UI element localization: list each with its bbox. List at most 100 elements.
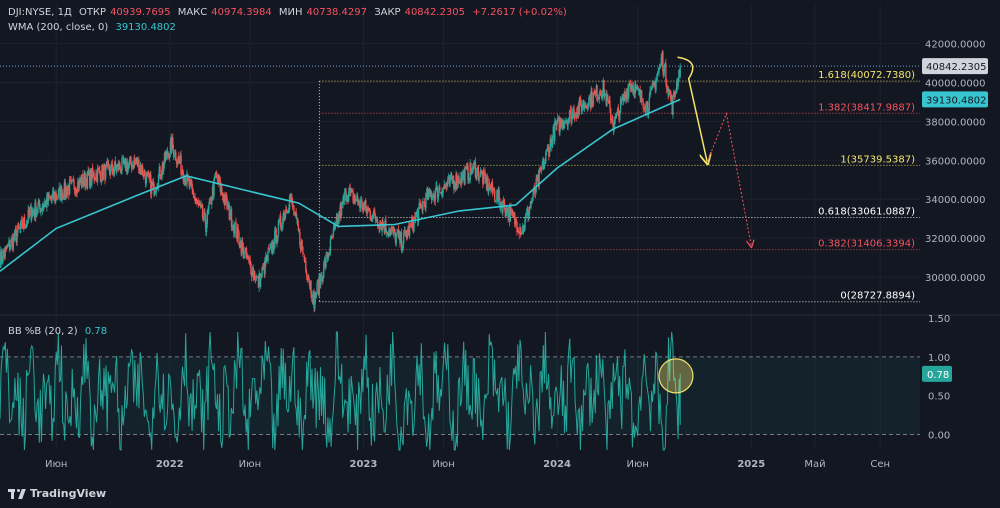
time-tick-label: Июн bbox=[239, 459, 261, 470]
candle-body bbox=[181, 169, 183, 174]
candle-body bbox=[268, 248, 271, 250]
candle-body bbox=[41, 208, 43, 210]
candle-body bbox=[564, 121, 566, 124]
candle-body bbox=[555, 124, 557, 126]
candle-body bbox=[453, 184, 456, 191]
candle-body bbox=[168, 153, 171, 158]
candle-body bbox=[170, 137, 173, 151]
projection-path-scenario[interactable] bbox=[706, 111, 751, 246]
highlight-circle bbox=[658, 358, 694, 394]
candle-body bbox=[17, 224, 20, 229]
candle-body bbox=[113, 170, 115, 174]
candle-body bbox=[650, 89, 652, 91]
candle-body bbox=[270, 242, 272, 244]
candle-body bbox=[234, 221, 236, 223]
candle-body bbox=[337, 218, 339, 225]
candle-body bbox=[664, 64, 666, 66]
candle-body bbox=[301, 240, 303, 246]
candle-body bbox=[562, 122, 564, 131]
candle-body bbox=[17, 225, 19, 234]
candle-body bbox=[565, 121, 567, 123]
candle-body bbox=[389, 229, 391, 237]
candle-body bbox=[499, 198, 501, 208]
candle-body bbox=[173, 156, 176, 158]
candle-body bbox=[586, 106, 589, 110]
candle-body bbox=[271, 243, 273, 253]
candle-body bbox=[2, 251, 4, 262]
candle-body bbox=[352, 191, 354, 203]
candle-body bbox=[279, 215, 282, 227]
candle-body bbox=[470, 171, 473, 175]
close-value: 40842.2305 bbox=[404, 7, 466, 18]
candle-body bbox=[635, 83, 637, 90]
candle-body bbox=[233, 223, 236, 235]
candle-body bbox=[82, 173, 84, 186]
candle-body bbox=[179, 156, 181, 163]
candle-body bbox=[263, 262, 266, 274]
candle-body bbox=[456, 183, 459, 185]
candle-body bbox=[71, 179, 74, 181]
candle-body bbox=[258, 273, 260, 288]
candle-body bbox=[653, 85, 655, 87]
candle-body bbox=[452, 179, 454, 184]
candle-body bbox=[505, 207, 508, 216]
candle-body bbox=[266, 256, 268, 261]
candle-body bbox=[657, 71, 659, 74]
candle-body bbox=[482, 173, 484, 184]
candle-body bbox=[428, 188, 431, 194]
time-tick-label: Июн bbox=[432, 459, 454, 470]
projection-path-down[interactable] bbox=[677, 56, 708, 162]
candle-body bbox=[126, 161, 128, 172]
candle-body bbox=[122, 157, 124, 159]
candle-body bbox=[289, 195, 291, 198]
fib-level-label: 1.382(38417.9887) bbox=[818, 102, 915, 113]
candle-body bbox=[304, 260, 306, 262]
candle-body bbox=[30, 216, 33, 221]
candle-body bbox=[625, 92, 628, 100]
candle-body bbox=[55, 193, 57, 198]
candle-body bbox=[543, 161, 546, 169]
candle-body bbox=[149, 175, 151, 179]
candle-body bbox=[616, 109, 619, 112]
candle-body bbox=[493, 190, 495, 191]
tradingview-logo[interactable]: TradingView bbox=[8, 487, 106, 500]
candle-body bbox=[59, 187, 62, 201]
wma-legend: WMA (200, close, 0) 39130.4802 bbox=[8, 21, 180, 34]
candle-body bbox=[414, 216, 416, 220]
candle-body bbox=[56, 197, 58, 199]
candle-body bbox=[590, 90, 592, 108]
candle-body bbox=[447, 177, 449, 184]
projection-arrows[interactable] bbox=[677, 56, 752, 246]
candle-body bbox=[668, 90, 671, 92]
candle-body bbox=[238, 232, 240, 245]
candle-body bbox=[259, 273, 262, 287]
candle-body bbox=[511, 209, 513, 212]
candle-body bbox=[187, 178, 190, 180]
candle-body bbox=[178, 156, 180, 161]
candle-body bbox=[476, 168, 478, 177]
candle-body bbox=[267, 250, 269, 262]
candle-body bbox=[207, 210, 209, 212]
candle-body bbox=[85, 179, 87, 186]
candle-body bbox=[71, 180, 73, 182]
candle-body bbox=[459, 182, 462, 184]
candle-body bbox=[8, 239, 11, 250]
candle-body bbox=[545, 152, 547, 162]
candle-body bbox=[577, 106, 579, 114]
candle-body bbox=[679, 66, 681, 77]
candle-body bbox=[178, 159, 181, 164]
candle-body bbox=[127, 164, 129, 173]
candle-body bbox=[128, 159, 131, 165]
candle-body bbox=[166, 151, 169, 157]
time-axis[interactable]: Июн 2022 Июн 2023 Июн 2024 Июн 2025 Май Сен bbox=[45, 459, 890, 470]
candle-body bbox=[375, 220, 377, 222]
candle-body bbox=[609, 100, 611, 109]
price-axis[interactable]: 30000.0000 32000.0000 34000.0000 36000.0000… bbox=[922, 40, 988, 284]
candle-body bbox=[269, 243, 271, 249]
candle-body bbox=[51, 194, 53, 200]
candle-body bbox=[20, 221, 22, 230]
candle-body bbox=[22, 227, 24, 229]
candle-body bbox=[576, 113, 578, 117]
candle-body bbox=[110, 165, 112, 174]
